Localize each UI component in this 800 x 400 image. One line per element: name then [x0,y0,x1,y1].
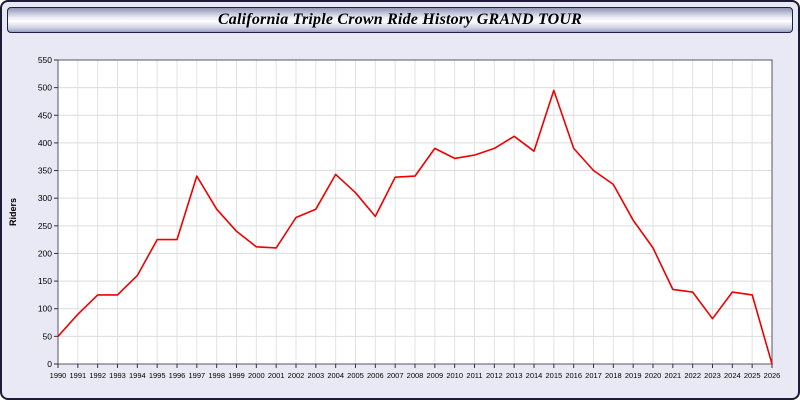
svg-text:0: 0 [47,359,52,369]
svg-text:2021: 2021 [664,371,681,380]
window-title-bar: California Triple Crown Ride History GRA… [7,7,793,33]
svg-text:2000: 2000 [248,371,265,380]
ride-history-chart: 0 50 100 150 200 250 300 350 400 450 500 550 1990 199… [4,42,796,398]
y-axis-label: Riders [8,198,18,226]
svg-text:200: 200 [38,248,52,258]
svg-text:1997: 1997 [188,371,205,380]
svg-text:2002: 2002 [288,371,305,380]
svg-text:1998: 1998 [208,371,225,380]
svg-text:2025: 2025 [744,371,761,380]
svg-text:1990: 1990 [50,371,67,380]
svg-text:300: 300 [38,193,52,203]
page-title: California Triple Crown Ride History GRA… [217,11,583,28]
svg-text:350: 350 [38,166,52,176]
svg-text:500: 500 [38,83,52,93]
svg-text:2016: 2016 [565,371,582,380]
svg-text:2014: 2014 [526,371,543,380]
svg-text:1995: 1995 [149,371,166,380]
svg-text:1991: 1991 [69,371,86,380]
svg-text:2003: 2003 [307,371,324,380]
svg-text:2001: 2001 [268,371,285,380]
svg-text:450: 450 [38,110,52,120]
svg-text:2023: 2023 [704,371,721,380]
x-axis-ticks: 1990 1991 1992 1993 1994 1995 1996 1997 1998 1999… [50,364,781,380]
svg-text:2009: 2009 [426,371,443,380]
svg-text:1994: 1994 [129,371,146,380]
svg-text:2013: 2013 [506,371,523,380]
svg-text:1999: 1999 [228,371,245,380]
svg-text:400: 400 [38,138,52,148]
svg-text:2020: 2020 [645,371,662,380]
svg-text:50: 50 [43,331,53,341]
gridlines [57,59,773,365]
svg-text:100: 100 [38,304,52,314]
svg-text:2010: 2010 [446,371,463,380]
svg-text:2006: 2006 [367,371,384,380]
svg-text:2011: 2011 [466,371,482,380]
svg-text:2022: 2022 [684,371,701,380]
svg-text:2007: 2007 [387,371,404,380]
svg-text:2024: 2024 [724,371,741,380]
svg-text:2012: 2012 [486,371,503,380]
svg-text:2018: 2018 [605,371,622,380]
svg-text:2015: 2015 [545,371,562,380]
svg-text:1993: 1993 [109,371,126,380]
svg-text:2017: 2017 [585,371,602,380]
riders-series-line [57,89,773,365]
svg-text:2026: 2026 [764,371,781,380]
svg-text:550: 550 [38,55,52,65]
svg-text:1992: 1992 [89,371,106,380]
svg-text:250: 250 [38,221,52,231]
svg-text:1996: 1996 [169,371,186,380]
svg-text:2005: 2005 [347,371,364,380]
svg-text:150: 150 [38,276,52,286]
svg-text:2019: 2019 [625,371,642,380]
svg-text:2008: 2008 [407,371,424,380]
y-axis-ticks: 0 50 100 150 200 250 300 350 400 450 500 550 [38,55,58,369]
svg-text:2004: 2004 [327,371,344,380]
